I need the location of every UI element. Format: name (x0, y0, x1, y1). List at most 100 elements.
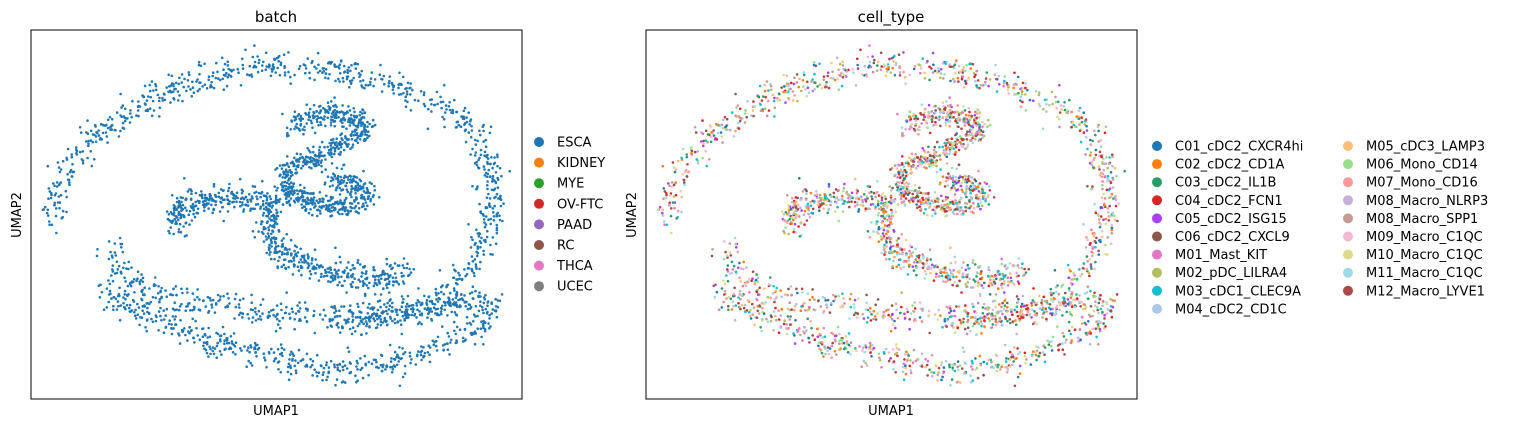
scatter-point (294, 125, 297, 128)
scatter-point (272, 359, 276, 363)
scatter-point (763, 89, 767, 93)
scatter-point (879, 205, 883, 209)
scatter-point (904, 253, 908, 257)
scatter-point (981, 306, 985, 309)
scatter-point (475, 228, 478, 232)
scatter-point (180, 200, 183, 204)
scatter-point (214, 195, 218, 198)
scatter-point (1069, 332, 1073, 336)
scatter-point (1013, 384, 1017, 388)
scatter-point (296, 361, 300, 365)
scatter-point (201, 200, 205, 203)
scatter-point (120, 106, 123, 109)
scatter-point (289, 364, 292, 368)
scatter-point (353, 206, 356, 210)
scatter-point (259, 303, 263, 307)
scatter-point (317, 201, 320, 205)
scatter-point (747, 277, 751, 281)
scatter-point (454, 332, 458, 336)
scatter-point (483, 298, 487, 301)
scatter-point (371, 313, 374, 316)
scatter-point (427, 107, 430, 111)
scatter-point (95, 131, 98, 134)
scatter-point (954, 199, 957, 202)
scatter-point (187, 330, 190, 333)
scatter-point (994, 63, 997, 67)
scatter-point (148, 287, 151, 290)
scatter-point (1098, 225, 1102, 229)
scatter-point (346, 75, 350, 78)
scatter-point (729, 297, 733, 301)
scatter-point (449, 338, 453, 342)
scatter-point (803, 326, 807, 329)
scatter-point (463, 294, 466, 297)
scatter-point (347, 210, 350, 213)
scatter-point (1097, 249, 1100, 253)
scatter-point (366, 312, 370, 315)
scatter-point (380, 311, 384, 315)
scatter-point (254, 203, 258, 206)
scatter-point (886, 230, 890, 233)
scatter-point (313, 78, 316, 82)
scatter-point (908, 73, 911, 77)
scatter-point (111, 270, 115, 273)
scatter-point (415, 316, 418, 319)
scatter-point (888, 57, 891, 61)
scatter-point (819, 199, 822, 202)
scatter-point (95, 254, 99, 258)
scatter-point (384, 368, 387, 371)
scatter-point (315, 118, 319, 121)
scatter-point (307, 111, 311, 114)
scatter-point (836, 325, 840, 329)
scatter-point (452, 276, 456, 280)
scatter-point (106, 141, 109, 144)
scatter-point (246, 198, 249, 202)
scatter-point (486, 310, 489, 314)
scatter-point (913, 117, 916, 121)
scatter-point (359, 134, 363, 138)
scatter-point (465, 315, 469, 319)
scatter-point (311, 126, 314, 129)
scatter-point (842, 341, 846, 345)
scatter-point (736, 121, 740, 125)
scatter-point (472, 271, 476, 275)
scatter-point (816, 335, 820, 339)
scatter-point (1062, 296, 1065, 300)
scatter-point (365, 133, 369, 137)
scatter-point (265, 238, 268, 241)
scatter-point (391, 319, 394, 323)
scatter-point (249, 207, 253, 210)
scatter-point (354, 210, 358, 213)
scatter-point (253, 207, 256, 211)
scatter-point (452, 287, 456, 290)
scatter-point (1091, 185, 1094, 188)
scatter-point (369, 197, 373, 201)
scatter-point (951, 363, 954, 367)
scatter-point (476, 327, 480, 331)
scatter-point (908, 127, 911, 131)
scatter-point (1107, 219, 1111, 222)
scatter-point (483, 327, 487, 331)
scatter-point (469, 307, 472, 310)
scatter-point (229, 74, 233, 78)
scatter-point (737, 301, 740, 305)
scatter-point (927, 196, 931, 199)
scatter-point (152, 283, 156, 286)
scatter-point (324, 168, 327, 171)
scatter-point (910, 189, 914, 192)
scatter-point (891, 198, 895, 202)
scatter-point (138, 105, 142, 108)
scatter-point (335, 141, 338, 144)
scatter-point (462, 109, 466, 113)
scatter-point (455, 110, 458, 114)
scatter-point (920, 103, 924, 106)
scatter-point (817, 344, 820, 348)
scatter-point (351, 143, 355, 146)
scatter-point (338, 314, 342, 318)
scatter-point (1051, 300, 1055, 303)
scatter-point (278, 174, 281, 178)
scatter-point (991, 323, 995, 326)
scatter-point (289, 82, 293, 85)
scatter-point (352, 120, 355, 124)
scatter-point (211, 71, 215, 74)
